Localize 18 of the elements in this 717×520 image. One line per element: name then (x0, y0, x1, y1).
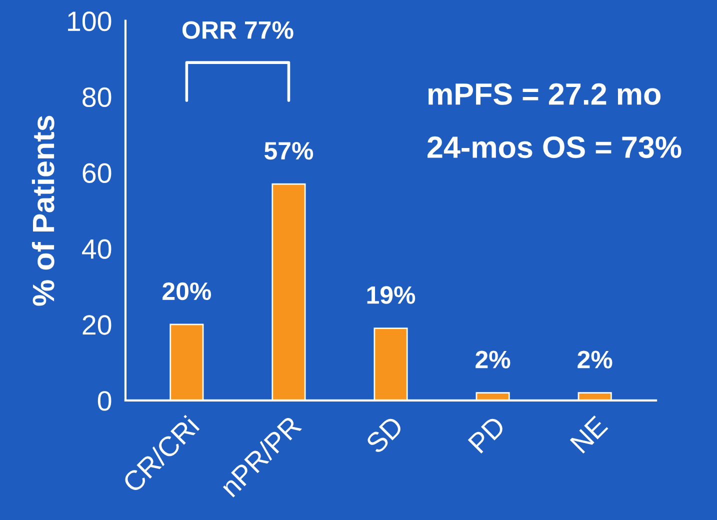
data-label: 57% (264, 142, 314, 160)
y-tick-label: 40 (82, 239, 112, 259)
x-tick-label: NE (570, 415, 608, 454)
annotation: 24-mos OS = 73% (428, 136, 682, 158)
y-tick-label: 20 (82, 315, 112, 335)
x-tick-label: PD (468, 415, 506, 454)
data-label: 19% (367, 286, 416, 304)
y-axis-title: % of Patients (32, 116, 54, 306)
y-tick-label: 60 (82, 163, 112, 183)
x-tick-label: SD (364, 415, 404, 454)
y-tick-label: 0 (98, 391, 112, 411)
annotation: ORR 77% (182, 21, 294, 39)
data-label: 2% (476, 350, 510, 368)
annotation: mPFS = 27.2 mo (428, 83, 660, 105)
y-tick-label: 100 (68, 11, 112, 32)
data-label: 20% (162, 282, 212, 300)
data-label: 2% (578, 350, 612, 368)
y-tick-label: 80 (82, 87, 112, 108)
